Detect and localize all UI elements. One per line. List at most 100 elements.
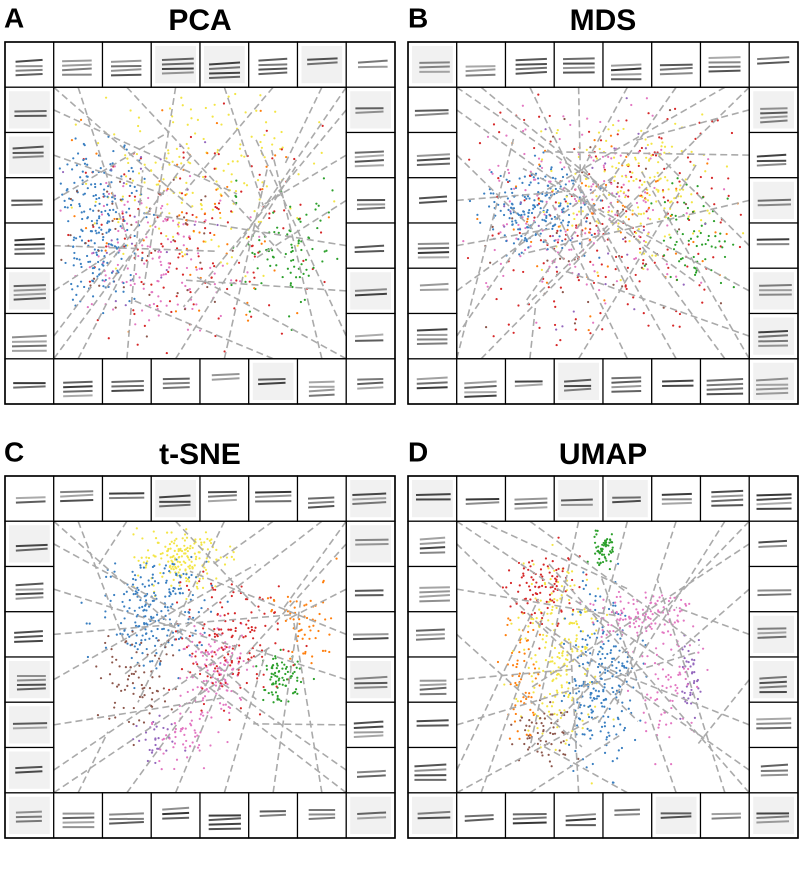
spectrogram-band [62,61,92,62]
spectrogram-band [258,64,287,65]
scatter-point [528,735,530,737]
scatter-point [131,571,133,573]
scatter-point [168,212,170,214]
scatter-point [213,651,215,653]
scatter-point [702,260,704,262]
spectrogram-band [516,64,547,65]
scatter-point [549,732,551,734]
scatter-point [467,257,469,259]
scatter-point [167,149,169,151]
scatter-point [512,223,514,225]
scatter-point [103,188,105,190]
scatter-point [528,212,530,214]
scatter-point [179,253,181,255]
scatter-point [214,589,216,591]
scatter-point [687,156,689,158]
scatter-point [645,168,647,170]
scatter-point [108,214,110,216]
scatter-point [546,613,548,615]
scatter-point [556,232,558,234]
scatter-point [190,258,192,260]
scatter-point [98,227,100,229]
spectrogram-band [418,252,449,253]
scatter-point [225,704,227,706]
scatter-point [186,677,188,679]
scatter-point [693,680,695,682]
scatter-point [610,183,612,185]
scatter-point [593,282,595,284]
scatter-point [142,610,144,612]
scatter-point [333,200,335,202]
scatter-point [96,222,98,224]
scatter-point [207,669,209,671]
scatter-point [247,658,249,660]
scatter-point [552,225,554,227]
spectrogram-band [419,601,450,602]
scatter-point [201,711,203,713]
scatter-point [117,271,119,273]
scatter-point [700,219,702,221]
scatter-point [174,722,176,724]
scatter-point [263,613,265,615]
scatter-point [106,190,108,192]
scatter-point [172,654,174,656]
scatter-point [73,264,75,266]
scatter-point [182,274,184,276]
scatter-point [535,322,537,324]
scatter-point [110,181,112,183]
scatter-point [198,580,200,582]
scatter-point [259,174,261,176]
scatter-point [219,662,221,664]
scatter-point [561,325,563,327]
scatter-point [560,287,562,289]
scatter-point [239,148,241,150]
scatter-point [221,647,223,649]
spectrogram-band [756,728,791,729]
scatter-point [561,585,563,587]
scatter-point [305,259,307,261]
scatter-point [550,578,552,580]
scatter-point [115,300,117,302]
scatter-point [617,120,619,122]
scatter-point [166,352,168,354]
scatter-point [289,658,291,660]
scatter-point [218,208,220,210]
spectrogram-noise [558,480,599,517]
scatter-point [711,187,713,189]
scatter-point [509,738,511,740]
scatter-point [72,299,74,301]
scatter-point [197,686,199,688]
scatter-point [509,605,511,607]
scatter-point [166,251,168,253]
scatter-point [207,711,209,713]
scatter-point [121,601,123,603]
scatter-point [500,263,502,265]
scatter-point [143,687,145,689]
scatter-point [521,252,523,254]
panel-letter: D [408,436,428,467]
scatter-point [660,713,662,715]
scatter-point [487,286,489,288]
scatter-point [245,635,247,637]
scatter-point [229,719,231,721]
spectrogram-band [258,68,287,69]
scatter-point [226,646,228,648]
scatter-point [610,145,612,147]
scatter-point [179,584,181,586]
spectrogram-band [63,382,92,383]
scatter-point [542,634,544,636]
scatter-point [687,683,689,685]
scatter-point [500,288,502,290]
scatter-point [128,721,130,723]
scatter-point [665,724,667,726]
scatter-point [517,238,519,240]
scatter-point [252,637,254,639]
scatter-point [648,207,650,209]
scatter-point [530,657,532,659]
scatter-point [174,566,176,568]
scatter-point [639,180,641,182]
scatter-point [143,694,145,696]
scatter-point [204,695,206,697]
spectrogram-thumbnail [5,42,54,87]
spectrogram-band [761,775,788,776]
